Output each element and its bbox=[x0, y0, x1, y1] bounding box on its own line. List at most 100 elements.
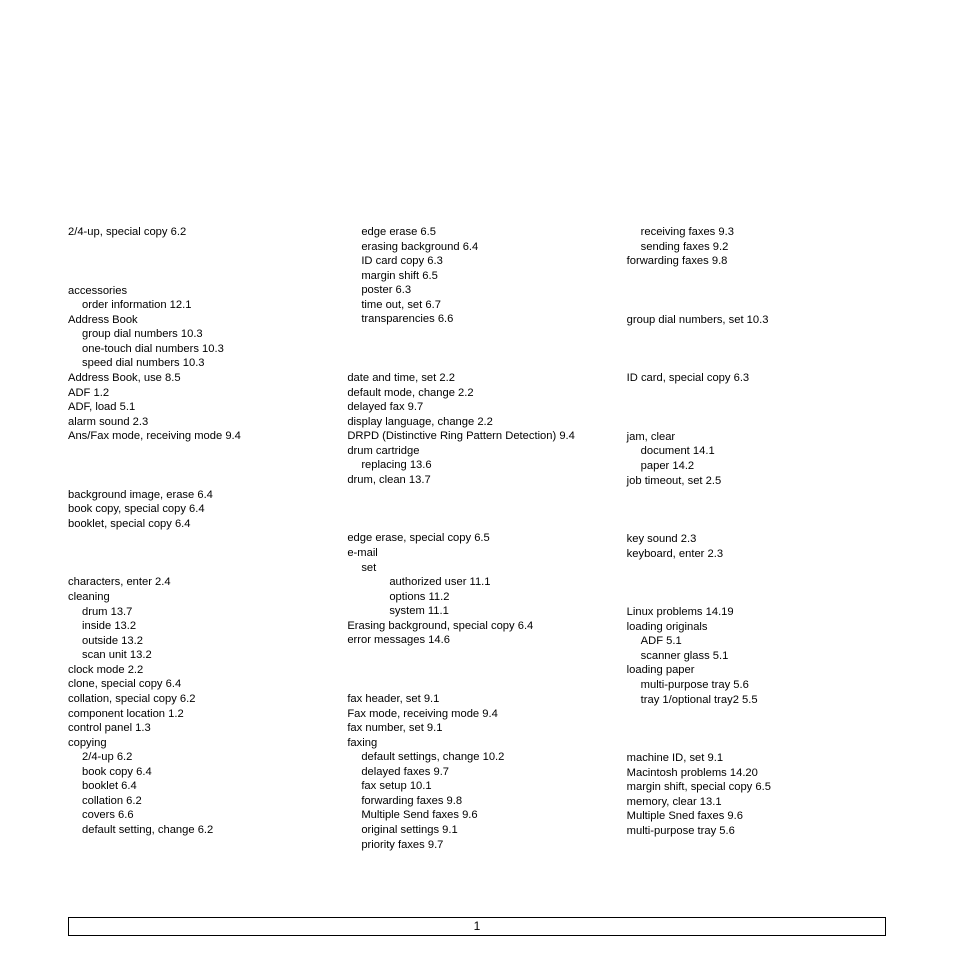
index-gap bbox=[627, 707, 886, 751]
index-subentry: outside 13.2 bbox=[68, 634, 327, 649]
index-subentry: original settings 9.1 bbox=[347, 823, 606, 838]
index-subentry: tray 1/optional tray2 5.5 bbox=[627, 693, 886, 708]
index-subentry: ID card copy 6.3 bbox=[347, 254, 606, 269]
index-subentry: covers 6.6 bbox=[68, 808, 327, 823]
index-entry: e-mail bbox=[347, 546, 606, 561]
index-subentry: erasing background 6.4 bbox=[347, 240, 606, 255]
index-entry: Address Book, use 8.5 bbox=[68, 371, 327, 386]
index-subentry: one-touch dial numbers 10.3 bbox=[68, 342, 327, 357]
index-entry: Erasing background, special copy 6.4 bbox=[347, 619, 606, 634]
index-gap bbox=[68, 240, 327, 284]
index-entry: default mode, change 2.2 bbox=[347, 386, 606, 401]
index-entry: book copy, special copy 6.4 bbox=[68, 502, 327, 517]
index-entry: error messages 14.6 bbox=[347, 633, 606, 648]
index-subentry: margin shift 6.5 bbox=[347, 269, 606, 284]
page-footer: 1 bbox=[68, 917, 886, 936]
index-subentry: set bbox=[347, 561, 606, 576]
index-subentry: scan unit 13.2 bbox=[68, 648, 327, 663]
index-subentry: system 11.1 bbox=[347, 604, 606, 619]
index-subentry: scanner glass 5.1 bbox=[627, 649, 886, 664]
index-gap bbox=[627, 269, 886, 313]
index-entry: collation, special copy 6.2 bbox=[68, 692, 327, 707]
index-subentry: receiving faxes 9.3 bbox=[627, 225, 886, 240]
index-subentry: inside 13.2 bbox=[68, 619, 327, 634]
index-entry: clone, special copy 6.4 bbox=[68, 677, 327, 692]
index-entry: clock mode 2.2 bbox=[68, 663, 327, 678]
index-entry: background image, erase 6.4 bbox=[68, 488, 327, 503]
index-entry: Multiple Sned faxes 9.6 bbox=[627, 809, 886, 824]
index-entry: margin shift, special copy 6.5 bbox=[627, 780, 886, 795]
index-gap bbox=[347, 648, 606, 692]
index-entry: faxing bbox=[347, 736, 606, 751]
index-subentry: collation 6.2 bbox=[68, 794, 327, 809]
index-gap bbox=[627, 386, 886, 430]
index-gap bbox=[627, 488, 886, 532]
index-subentry: drum 13.7 bbox=[68, 605, 327, 620]
index-subentry: paper 14.2 bbox=[627, 459, 886, 474]
index-subentry: options 11.2 bbox=[347, 590, 606, 605]
index-entry: jam, clear bbox=[627, 430, 886, 445]
index-entry: loading paper bbox=[627, 663, 886, 678]
index-subentry: transparencies 6.6 bbox=[347, 312, 606, 327]
index-entry: characters, enter 2.4 bbox=[68, 575, 327, 590]
index-subentry: group dial numbers 10.3 bbox=[68, 327, 327, 342]
index-entry: Fax mode, receiving mode 9.4 bbox=[347, 707, 606, 722]
index-subentry: ADF 5.1 bbox=[627, 634, 886, 649]
index-entry: job timeout, set 2.5 bbox=[627, 474, 886, 489]
index-page: 2/4-up, special copy 6.2 accessoriesorder… bbox=[68, 225, 886, 924]
index-gap bbox=[347, 327, 606, 371]
index-entry: accessories bbox=[68, 284, 327, 299]
index-subentry: sending faxes 9.2 bbox=[627, 240, 886, 255]
index-entry: copying bbox=[68, 736, 327, 751]
index-column-1: 2/4-up, special copy 6.2 accessoriesorder… bbox=[68, 225, 327, 852]
index-entry: drum, clean 13.7 bbox=[347, 473, 606, 488]
index-entry: delayed fax 9.7 bbox=[347, 400, 606, 415]
index-subentry: edge erase 6.5 bbox=[347, 225, 606, 240]
index-subentry: default setting, change 6.2 bbox=[68, 823, 327, 838]
index-gap bbox=[68, 531, 327, 575]
index-subentry: Multiple Send faxes 9.6 bbox=[347, 808, 606, 823]
index-column-2: edge erase 6.5erasing background 6.4ID c… bbox=[347, 225, 606, 852]
index-subentry: 2/4-up 6.2 bbox=[68, 750, 327, 765]
index-subentry: delayed faxes 9.7 bbox=[347, 765, 606, 780]
index-subentry: booklet 6.4 bbox=[68, 779, 327, 794]
index-entry: forwarding faxes 9.8 bbox=[627, 254, 886, 269]
index-entry: ADF, load 5.1 bbox=[68, 400, 327, 415]
index-subentry: book copy 6.4 bbox=[68, 765, 327, 780]
index-entry: key sound 2.3 bbox=[627, 532, 886, 547]
index-entry: ID card, special copy 6.3 bbox=[627, 371, 886, 386]
index-entry: fax number, set 9.1 bbox=[347, 721, 606, 736]
index-entry: cleaning bbox=[68, 590, 327, 605]
index-entry: date and time, set 2.2 bbox=[347, 371, 606, 386]
index-gap bbox=[627, 327, 886, 371]
index-subentry: fax setup 10.1 bbox=[347, 779, 606, 794]
index-entry: drum cartridge bbox=[347, 444, 606, 459]
index-entry: ADF 1.2 bbox=[68, 386, 327, 401]
index-entry: group dial numbers, set 10.3 bbox=[627, 313, 886, 328]
index-subentry: multi-purpose tray 5.6 bbox=[627, 678, 886, 693]
index-subentry: time out, set 6.7 bbox=[347, 298, 606, 313]
index-entry: machine ID, set 9.1 bbox=[627, 751, 886, 766]
index-subentry: order information 12.1 bbox=[68, 298, 327, 313]
index-entry: edge erase, special copy 6.5 bbox=[347, 531, 606, 546]
index-subentry: priority faxes 9.7 bbox=[347, 838, 606, 853]
index-entry: 2/4-up, special copy 6.2 bbox=[68, 225, 327, 240]
index-gap bbox=[68, 444, 327, 488]
index-entry: Address Book bbox=[68, 313, 327, 328]
index-columns: 2/4-up, special copy 6.2 accessoriesorder… bbox=[68, 225, 886, 852]
index-subentry: replacing 13.6 bbox=[347, 458, 606, 473]
index-entry: Macintosh problems 14.20 bbox=[627, 766, 886, 781]
index-entry: memory, clear 13.1 bbox=[627, 795, 886, 810]
index-subentry: forwarding faxes 9.8 bbox=[347, 794, 606, 809]
index-subentry: default settings, change 10.2 bbox=[347, 750, 606, 765]
index-subentry: poster 6.3 bbox=[347, 283, 606, 298]
index-column-3: receiving faxes 9.3sending faxes 9.2forw… bbox=[627, 225, 886, 852]
index-entry: fax header, set 9.1 bbox=[347, 692, 606, 707]
index-entry: multi-purpose tray 5.6 bbox=[627, 824, 886, 839]
index-entry: loading originals bbox=[627, 620, 886, 635]
index-entry: alarm sound 2.3 bbox=[68, 415, 327, 430]
index-entry: DRPD (Distinctive Ring Pattern Detection… bbox=[347, 429, 606, 444]
index-subentry: authorized user 11.1 bbox=[347, 575, 606, 590]
index-entry: keyboard, enter 2.3 bbox=[627, 547, 886, 562]
index-entry: component location 1.2 bbox=[68, 707, 327, 722]
